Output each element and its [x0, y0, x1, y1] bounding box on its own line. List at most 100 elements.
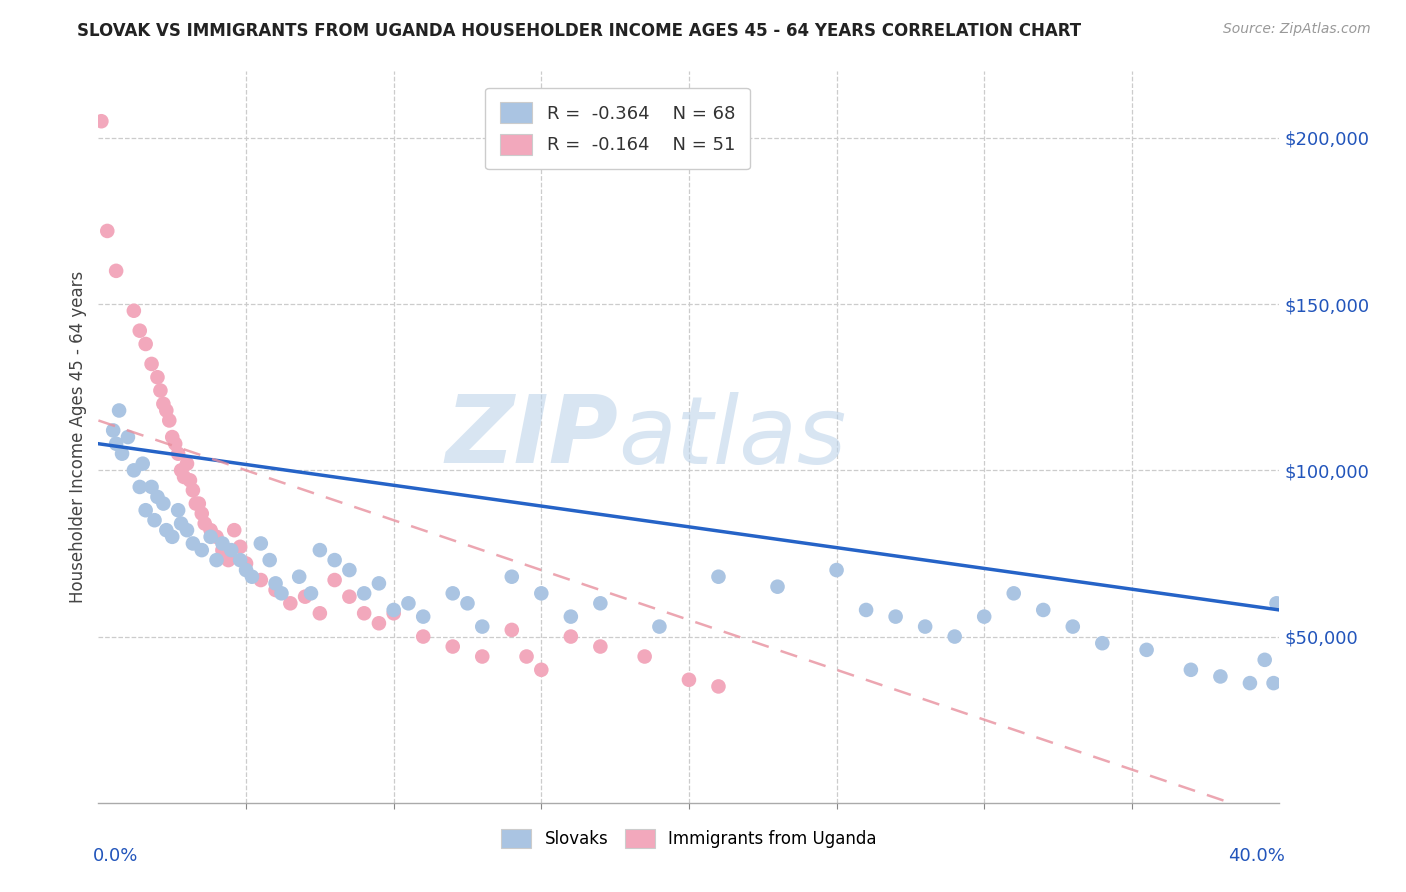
Point [309, 607, 332, 621]
Text: ZIP: ZIP [446, 391, 619, 483]
Point [855, 603, 877, 617]
Point [205, 553, 228, 567]
Point [382, 603, 405, 617]
Point [96, 224, 118, 238]
Point [173, 470, 195, 484]
Point [235, 557, 257, 571]
Point [412, 630, 434, 644]
Text: Source: ZipAtlas.com: Source: ZipAtlas.com [1223, 22, 1371, 37]
Point [128, 480, 150, 494]
Point [235, 563, 257, 577]
Point [181, 536, 204, 550]
Point [229, 553, 252, 567]
Point [884, 609, 907, 624]
Point [516, 649, 538, 664]
Point [217, 553, 239, 567]
Point [146, 490, 169, 504]
Point [141, 357, 163, 371]
Legend: Slovaks, Immigrants from Uganda: Slovaks, Immigrants from Uganda [494, 821, 884, 856]
Point [128, 324, 150, 338]
Point [187, 497, 209, 511]
Point [1032, 603, 1054, 617]
Point [105, 264, 128, 278]
Point [162, 530, 183, 544]
Point [441, 586, 464, 600]
Point [157, 413, 180, 427]
Point [132, 457, 155, 471]
Point [259, 553, 281, 567]
Point [165, 436, 187, 450]
Point [179, 473, 201, 487]
Point [339, 563, 361, 577]
Point [1091, 636, 1114, 650]
Point [191, 507, 214, 521]
Point [167, 447, 190, 461]
Point [240, 570, 263, 584]
Point [648, 619, 671, 633]
Point [589, 596, 612, 610]
Point [155, 403, 177, 417]
Point [1180, 663, 1202, 677]
Point [1265, 596, 1288, 610]
Point [634, 649, 657, 664]
Point [152, 497, 174, 511]
Point [1263, 676, 1285, 690]
Point [943, 630, 966, 644]
Point [457, 596, 479, 610]
Point [152, 397, 174, 411]
Point [184, 497, 207, 511]
Point [973, 609, 995, 624]
Point [323, 573, 346, 587]
Point [398, 596, 420, 610]
Point [382, 607, 405, 621]
Point [135, 503, 157, 517]
Point [200, 530, 222, 544]
Point [280, 596, 302, 610]
Point [103, 424, 125, 438]
Point [560, 630, 582, 644]
Point [176, 457, 198, 471]
Point [288, 570, 311, 584]
Point [224, 523, 246, 537]
Point [264, 582, 287, 597]
Point [205, 530, 228, 544]
Point [155, 523, 177, 537]
Point [368, 616, 391, 631]
Point [270, 586, 292, 600]
Y-axis label: Householder Income Ages 45 - 64 years: Householder Income Ages 45 - 64 years [69, 271, 87, 603]
Point [589, 640, 612, 654]
Point [412, 609, 434, 624]
Point [105, 436, 128, 450]
Point [309, 543, 332, 558]
Point [135, 337, 157, 351]
Point [501, 623, 523, 637]
Point [122, 463, 145, 477]
Point [200, 523, 222, 537]
Point [141, 480, 163, 494]
Point [323, 553, 346, 567]
Point [111, 447, 134, 461]
Point [530, 586, 553, 600]
Point [176, 523, 198, 537]
Point [264, 576, 287, 591]
Point [766, 580, 789, 594]
Point [353, 586, 375, 600]
Point [560, 609, 582, 624]
Point [149, 384, 172, 398]
Point [471, 649, 494, 664]
Point [170, 516, 193, 531]
Point [194, 516, 217, 531]
Text: SLOVAK VS IMMIGRANTS FROM UGANDA HOUSEHOLDER INCOME AGES 45 - 64 YEARS CORRELATI: SLOVAK VS IMMIGRANTS FROM UGANDA HOUSEHO… [77, 22, 1081, 40]
Point [191, 543, 214, 558]
Point [117, 430, 139, 444]
Text: 40.0%: 40.0% [1229, 847, 1285, 864]
Point [299, 586, 322, 600]
Point [368, 576, 391, 591]
Point [914, 619, 936, 633]
Point [825, 563, 848, 577]
Point [211, 536, 233, 550]
Point [170, 463, 193, 477]
Point [1254, 653, 1277, 667]
Point [471, 619, 494, 633]
Point [181, 483, 204, 498]
